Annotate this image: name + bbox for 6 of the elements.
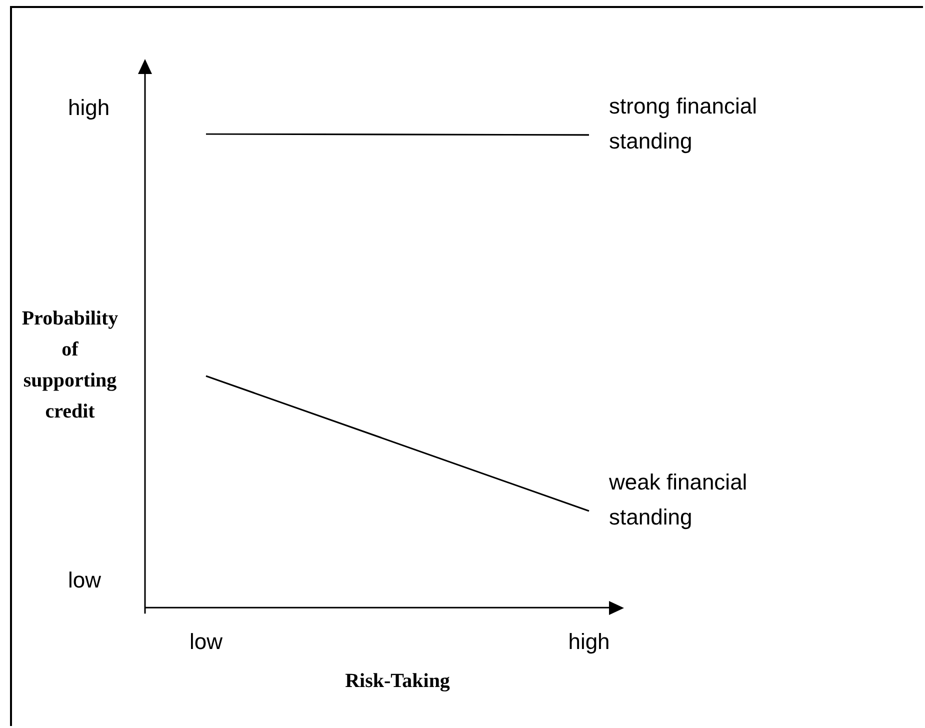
- y-axis-title: Probability of supporting credit: [22, 307, 118, 422]
- series-label: weak financial standing: [608, 470, 748, 530]
- text: high: [68, 95, 110, 120]
- x-axis-title: Risk-Taking: [345, 670, 450, 692]
- series-label: strong financial standing: [609, 94, 757, 154]
- text: low: [68, 568, 102, 593]
